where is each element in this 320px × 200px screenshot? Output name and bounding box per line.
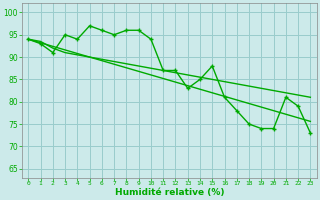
X-axis label: Humidité relative (%): Humidité relative (%) — [115, 188, 224, 197]
